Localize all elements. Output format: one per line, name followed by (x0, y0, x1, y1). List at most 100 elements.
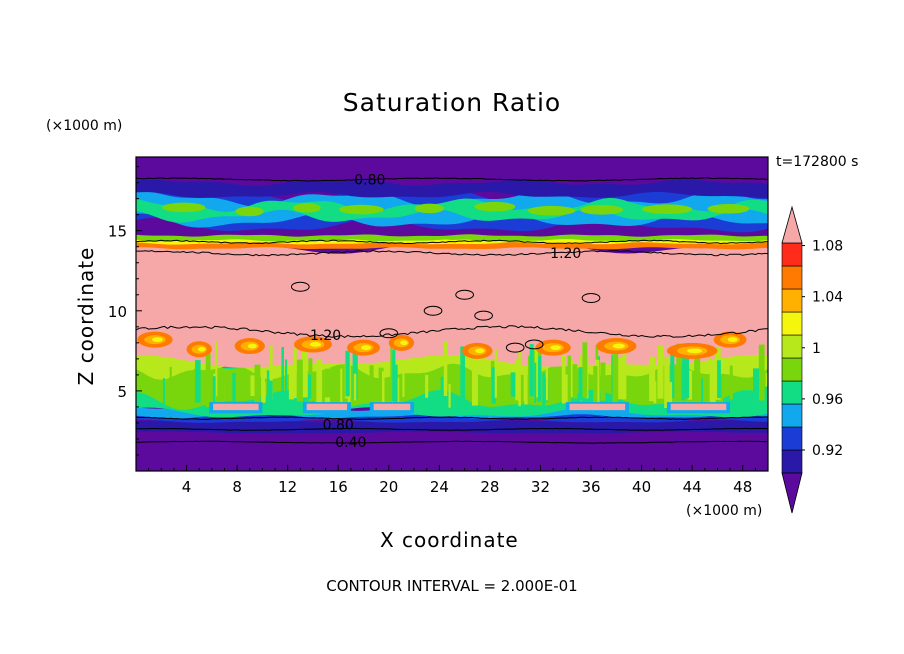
cloud-streak (195, 360, 201, 403)
cloud-streak (572, 364, 578, 399)
cloud-streak (254, 364, 261, 406)
contour-label: 0.40 (335, 435, 366, 451)
cloud-streak (534, 362, 537, 403)
upper-green-blob (162, 202, 206, 213)
colorbar-label: 0.92 (812, 443, 843, 459)
cloud-streak (683, 348, 690, 399)
small-contour (455, 289, 474, 300)
x-tick-label: 32 (531, 478, 550, 496)
cloud-streak (340, 368, 343, 406)
cloud-streak (649, 356, 656, 402)
x-axis-label: X coordinate (380, 528, 519, 552)
cloud-streak (688, 370, 692, 400)
colorbar-segment (781, 242, 803, 267)
colorbar-segment (781, 357, 803, 382)
cloud-streak (397, 377, 400, 409)
contour-1.00-upper (135, 239, 769, 245)
cloud-streak (425, 374, 429, 398)
cloud-streak (288, 366, 294, 400)
cloud-streak (301, 343, 308, 398)
warm-patch-peak (475, 348, 485, 354)
cloud-streak (162, 378, 165, 406)
warm-patch-peak (612, 343, 625, 349)
x-tick-label: 12 (278, 478, 297, 496)
warm-patch-peak (727, 337, 738, 343)
warm-patch-peak (687, 348, 703, 354)
cloud-streak (308, 374, 312, 399)
y-tick-label: 15 (108, 223, 127, 241)
cloud-streak (494, 349, 497, 398)
cloud-streak (567, 355, 571, 408)
colorbar-extend-max (781, 205, 803, 244)
cloud-streak (681, 357, 686, 401)
cloud-streak (593, 366, 598, 406)
cloud-streak (369, 365, 374, 401)
cloud-streak (515, 360, 520, 401)
contour-label: 1.20 (550, 246, 581, 262)
warm-patch-peak (400, 340, 408, 346)
y-axis-ticks: 5 10 15 (108, 166, 142, 456)
cloud-streak (270, 345, 273, 400)
cloud-streak (219, 374, 225, 409)
cloud-streak (578, 367, 585, 401)
y-tick-label: 5 (117, 383, 127, 401)
cloud-streak (758, 344, 765, 401)
x-tick-label: 20 (379, 478, 398, 496)
colorbar-segment (781, 380, 803, 405)
upper-green-blob (474, 201, 516, 212)
cloud-streak (293, 347, 297, 399)
warm-patch-peak (361, 345, 371, 351)
cloud-streak (562, 374, 569, 403)
warm-patch-peak (247, 343, 257, 349)
small-contour (505, 342, 525, 353)
cloud-streak (250, 375, 255, 396)
cloud-streak (402, 370, 405, 397)
cloud-streak (717, 360, 721, 398)
band-upper-green (136, 234, 768, 242)
cloud-streak (764, 386, 768, 408)
small-contour (524, 339, 544, 350)
contour-0.40 (135, 440, 769, 444)
warm-patch-peak (309, 342, 322, 347)
upper-green-blob (527, 205, 576, 216)
cloud-streak (664, 356, 670, 408)
upper-green-blob (339, 204, 384, 215)
x-tick-label: 8 (232, 478, 242, 496)
cloud-streak (316, 358, 323, 405)
contour-0.80-upper (135, 177, 769, 182)
contour-label: 1.20 (310, 328, 341, 344)
x-tick-label: 48 (733, 478, 752, 496)
contour-lines (135, 177, 769, 444)
cloud-streak (709, 357, 712, 405)
cloud-streak (527, 355, 531, 399)
cloud-base-core (373, 403, 411, 411)
cloud-streak (448, 384, 451, 408)
small-contour (423, 305, 443, 316)
cloud-streak (324, 368, 331, 398)
contour-1.20-lower (135, 325, 768, 338)
cloud-streak (667, 382, 673, 406)
cloud-streak (491, 367, 496, 404)
cloud-streak (561, 355, 566, 404)
cloud-streak (612, 354, 619, 403)
band-upper-teal (136, 197, 768, 223)
cloud-streak (460, 346, 465, 400)
cloud-streak (701, 378, 704, 403)
x-tick-label: 44 (683, 478, 702, 496)
cloud-streak (353, 373, 357, 401)
y-unit-label: (×1000 m) (46, 118, 123, 134)
warm-patch-peak (152, 337, 163, 343)
upper-green-blob (235, 206, 264, 217)
cloud-streak (529, 344, 534, 397)
cloud-streak (670, 354, 675, 399)
cloud-streak (657, 345, 664, 399)
cloud-base-core (569, 403, 626, 411)
cloud-base-core (213, 403, 259, 411)
cloud-streak (382, 371, 385, 404)
colorbar-segment (781, 265, 803, 290)
colorbar: 0.92 0.96 1 1.04 1.08 (781, 205, 843, 514)
colorbar-label: 1.04 (812, 290, 843, 306)
cloud-streak (676, 343, 682, 399)
contour-interval-note: CONTOUR INTERVAL = 2.000E-01 (326, 577, 578, 595)
upper-green-blob (293, 203, 321, 213)
